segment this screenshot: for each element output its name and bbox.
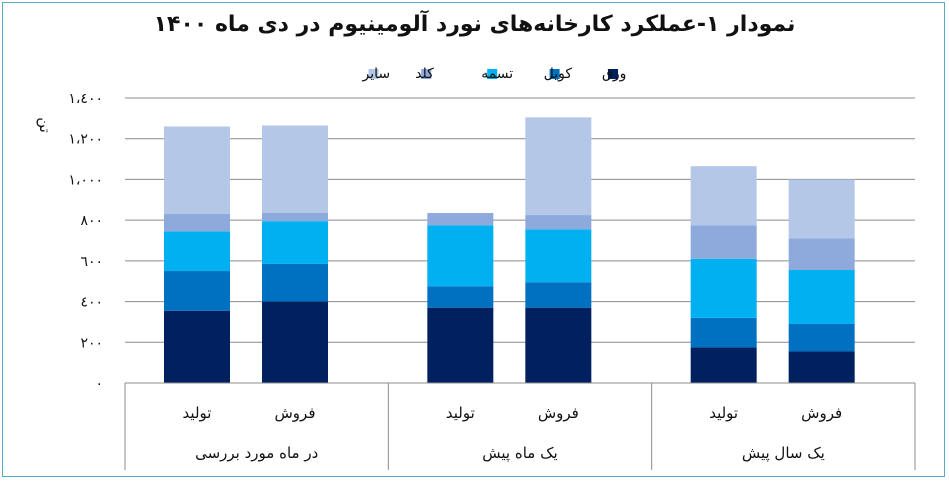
- bar-segment: [788, 323, 855, 352]
- legend-swatch: [368, 69, 379, 79]
- x-category-label: فروش: [801, 404, 842, 422]
- legend-swatch: [421, 69, 432, 79]
- bar-segment: [164, 271, 230, 311]
- bar-segment: [262, 125, 328, 214]
- y-axis-label: تن: [36, 117, 54, 133]
- legend-label: سایر: [362, 66, 391, 82]
- bar-segment: [788, 270, 855, 324]
- bar-segment: [262, 301, 328, 383]
- bar-segment: [525, 307, 592, 383]
- x-group-label: یک ماه پیش: [482, 444, 557, 463]
- bar-segment: [525, 282, 592, 308]
- bar-segment: [525, 215, 592, 230]
- x-category-label: تولید: [446, 404, 475, 422]
- legend-label: تسمه: [481, 66, 513, 82]
- bar-segment: [262, 213, 328, 222]
- y-tick-label: ١،٢٠٠: [68, 132, 103, 148]
- axis-layer: ٠ ٢٠٠ ٤٠٠ ٦٠٠ ٨٠٠ ١،٠٠٠ ١،٢٠٠ ١،٤٠٠ تولید فروش در …: [68, 91, 916, 470]
- x-category-label: فروش: [274, 404, 315, 422]
- bar-segment: [690, 347, 757, 383]
- bar-segment: [427, 286, 494, 308]
- bar-layer: [164, 117, 855, 383]
- bar-segment: [690, 225, 757, 259]
- legend-label: ورق: [602, 66, 626, 82]
- legend-label: کویل: [544, 66, 573, 82]
- x-category-label: تولید: [183, 404, 212, 422]
- bar-segment: [788, 238, 855, 271]
- chart-title: نمودار ۱-عملکرد کارخانه‌های نورد آلومینی…: [153, 12, 796, 37]
- bar-segment: [788, 179, 855, 239]
- bar-segment: [690, 258, 757, 318]
- grid-layer: [125, 97, 915, 343]
- legend-layer: ورق کویل تسمه کلد سایر: [362, 66, 627, 82]
- bar-segment: [262, 221, 328, 264]
- x-category-label: تولید: [709, 404, 738, 422]
- x-group-label: در ماه مورد بررسی: [195, 444, 318, 462]
- y-tick-label: ٦٠٠: [80, 254, 103, 270]
- bar-segment: [525, 117, 592, 216]
- legend-swatch: [608, 69, 618, 79]
- bar-segment: [525, 229, 592, 283]
- y-tick-label: ٨٠٠: [80, 213, 103, 229]
- bar-segment: [164, 310, 230, 383]
- bar-segment: [690, 317, 757, 348]
- bar-segment: [164, 214, 230, 232]
- legend-label: کلد: [415, 66, 434, 82]
- bar-segment: [690, 166, 757, 226]
- bar-segment: [427, 213, 494, 226]
- bar-segment: [164, 231, 230, 272]
- y-tick-label: ٠: [95, 376, 103, 392]
- bar-segment: [262, 263, 328, 302]
- bar-segment: [427, 307, 494, 383]
- x-group-label: یک سال پیش: [742, 444, 825, 463]
- legend-swatch: [487, 69, 498, 79]
- x-category-label: فروش: [538, 404, 579, 422]
- bar-segment: [164, 126, 230, 215]
- y-tick-label: ١،٠٠٠: [68, 172, 103, 188]
- legend-swatch: [549, 69, 560, 79]
- y-tick-label: ٤٠٠: [80, 295, 103, 311]
- y-tick-label: ٢٠٠: [80, 335, 103, 351]
- y-tick-label: ١،٤٠٠: [68, 91, 103, 107]
- bar-segment: [788, 351, 855, 383]
- bar-segment: [427, 225, 494, 287]
